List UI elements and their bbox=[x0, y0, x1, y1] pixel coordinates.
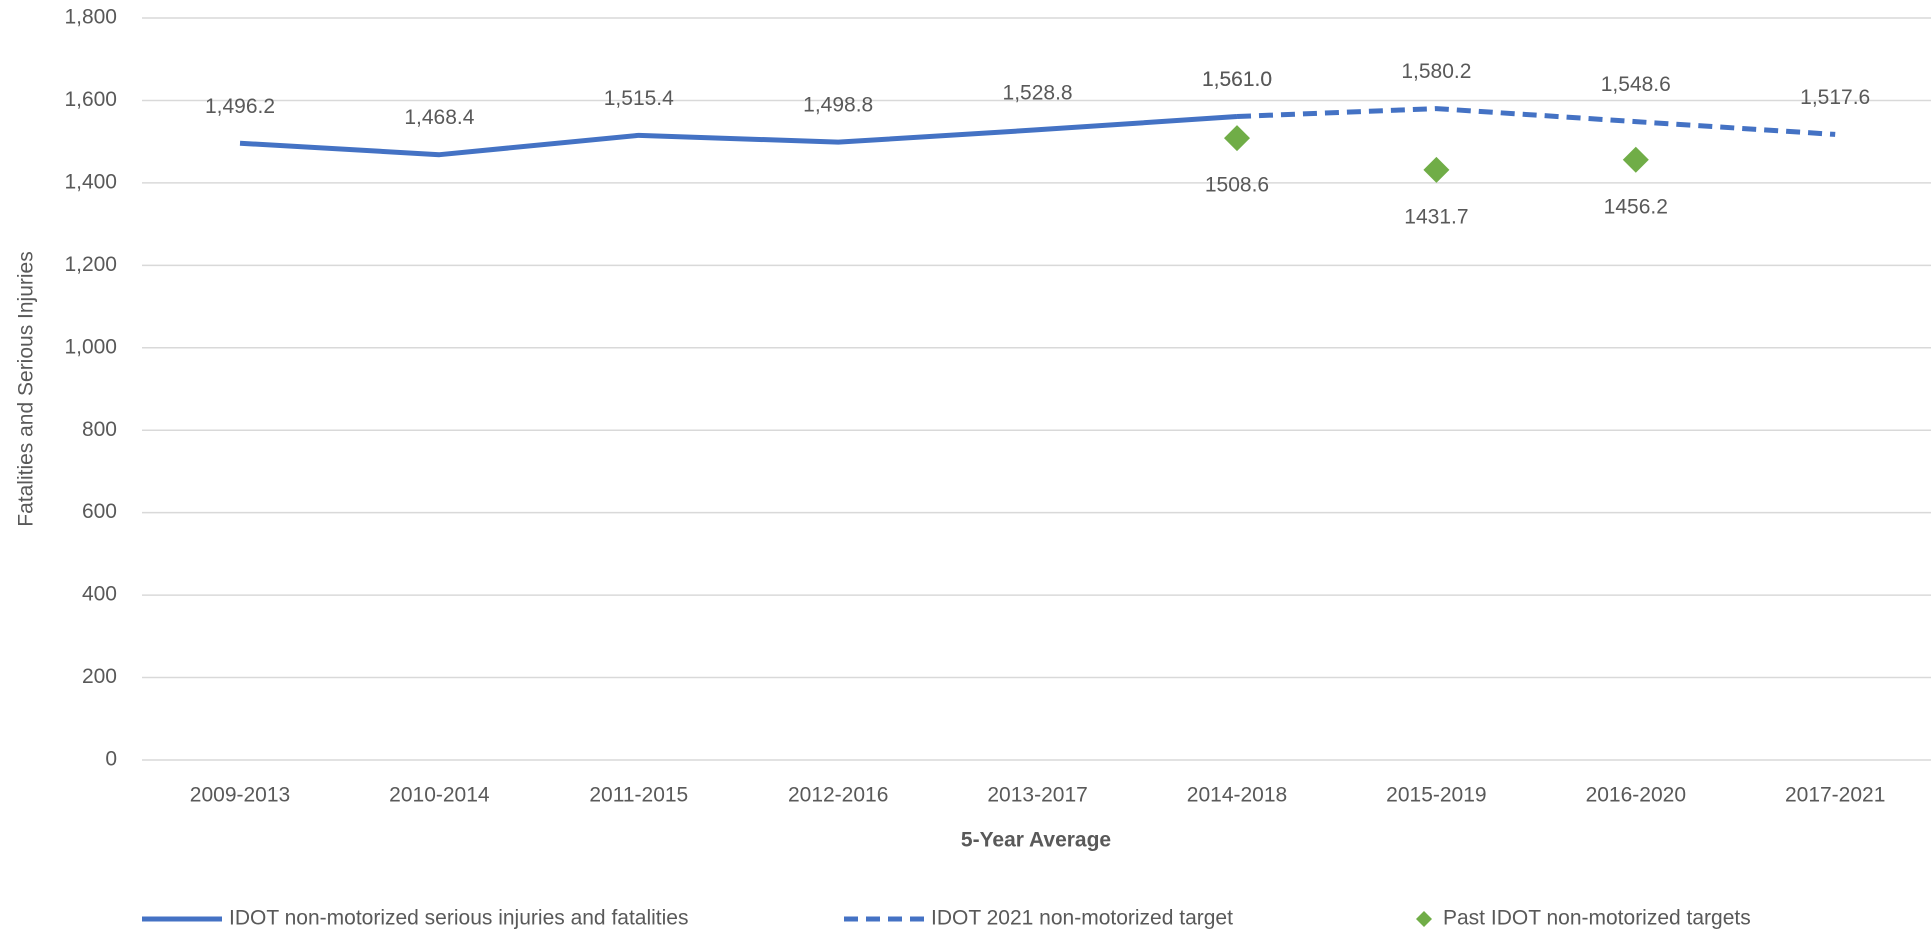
x-tick-label: 2017-2021 bbox=[1785, 784, 1885, 807]
data-label: 1,496.2 bbox=[205, 95, 275, 118]
legend-label: IDOT 2021 non-motorized target bbox=[931, 907, 1233, 930]
y-tick-label: 400 bbox=[82, 583, 117, 606]
x-tick-label: 2009-2013 bbox=[190, 784, 290, 807]
y-tick-label: 0 bbox=[105, 748, 117, 771]
series-line bbox=[239, 114, 1238, 158]
data-label: 1,517.6 bbox=[1800, 86, 1870, 109]
x-axis-title: 5-Year Average bbox=[961, 829, 1111, 852]
data-label: 1431.7 bbox=[1404, 205, 1468, 228]
y-tick-label: 1,200 bbox=[64, 253, 117, 276]
data-label: 1,548.6 bbox=[1601, 73, 1671, 96]
x-tick-label: 2011-2015 bbox=[589, 784, 688, 807]
data-label: 1456.2 bbox=[1604, 195, 1668, 218]
data-label: 1,498.8 bbox=[803, 94, 873, 117]
y-tick-label: 600 bbox=[82, 500, 117, 523]
x-tick-label: 2012-2016 bbox=[788, 784, 888, 807]
y-tick-label: 200 bbox=[82, 665, 117, 688]
legend-label: Past IDOT non-motorized targets bbox=[1443, 907, 1751, 930]
legend-label: IDOT non-motorized serious injuries and … bbox=[229, 907, 689, 930]
legend-marker bbox=[1416, 911, 1432, 927]
data-label: 1,515.4 bbox=[604, 87, 674, 110]
x-tick-label: 2013-2017 bbox=[987, 784, 1087, 807]
data-label: 1,561.0 bbox=[1202, 68, 1272, 91]
series-line bbox=[1236, 106, 1836, 137]
data-label: 1,561.0 bbox=[1202, 68, 1272, 91]
x-tick-label: 2015-2019 bbox=[1386, 784, 1486, 807]
y-tick-label: 1,000 bbox=[64, 335, 117, 358]
data-label: 1508.6 bbox=[1205, 174, 1269, 197]
x-tick-label: 2016-2020 bbox=[1586, 784, 1686, 807]
x-tick-label: 2014-2018 bbox=[1187, 784, 1287, 807]
data-label: 1,528.8 bbox=[1003, 81, 1073, 104]
y-tick-label: 800 bbox=[82, 418, 117, 441]
target-marker bbox=[1423, 156, 1450, 183]
target-marker bbox=[1622, 146, 1649, 173]
y-axis-title: Fatalities and Serious Injuries bbox=[15, 251, 38, 526]
data-label: 1,468.4 bbox=[404, 106, 474, 129]
data-label: 1,580.2 bbox=[1401, 60, 1471, 83]
target-marker bbox=[1224, 125, 1250, 152]
y-tick-label: 1,400 bbox=[64, 170, 117, 193]
y-tick-label: 1,600 bbox=[64, 88, 117, 111]
y-tick-label: 1,800 bbox=[64, 6, 117, 29]
x-tick-label: 2010-2014 bbox=[389, 784, 490, 807]
